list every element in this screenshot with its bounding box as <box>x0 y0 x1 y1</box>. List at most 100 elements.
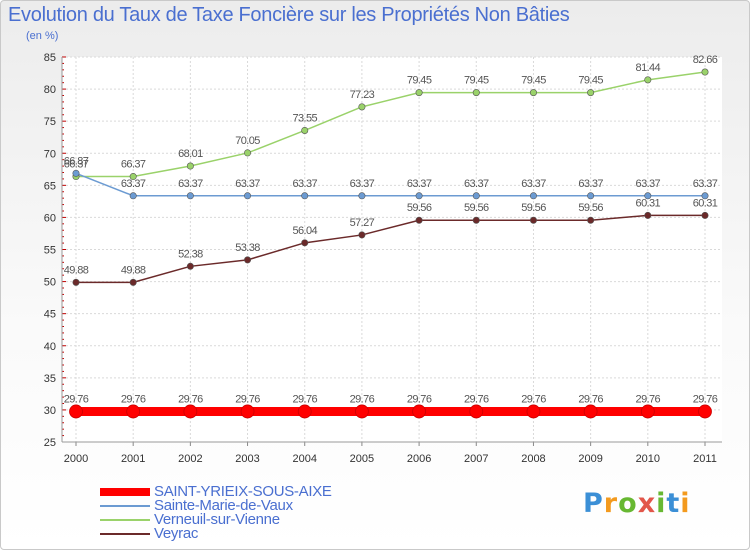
data-label: 29.76 <box>235 393 260 405</box>
axis-layer: 25 30 35 40 45 50 55 60 65 70 75 80 85 2000 2001 2002 20… <box>44 52 722 465</box>
x-tick-label: 2004 <box>292 453 316 465</box>
data-label: 29.76 <box>693 393 718 405</box>
data-label: 57.27 <box>350 217 375 229</box>
data-label: 59.56 <box>407 202 432 214</box>
series-line-3 <box>76 71 706 178</box>
y-tick-label: 80 <box>44 84 56 96</box>
data-label: 63.37 <box>350 178 375 190</box>
data-label: 52.38 <box>178 248 203 260</box>
data-label: 29.76 <box>464 393 489 405</box>
data-point <box>358 231 366 239</box>
data-point <box>186 162 194 170</box>
data-point <box>72 169 80 177</box>
data-label-layer: 66.37 66.37 68.01 70.05 73.55 77.23 79.45 79.45… <box>64 54 719 405</box>
data-point <box>526 404 541 419</box>
data-point <box>240 404 255 419</box>
chart-title: Evolution du Taux de Taxe Foncière sur l… <box>8 4 570 26</box>
data-label: 29.76 <box>578 393 603 405</box>
data-label: 70.05 <box>235 135 260 147</box>
legend-swatch <box>100 533 150 535</box>
data-point <box>355 404 369 419</box>
data-point <box>472 192 480 200</box>
data-label: 49.88 <box>64 264 89 276</box>
legend-label: Veyrac <box>154 525 199 542</box>
data-label: 63.37 <box>121 178 146 190</box>
data-label: 60.31 <box>693 197 718 209</box>
data-point <box>358 103 366 111</box>
series-line-2 <box>75 172 705 197</box>
data-label: 81.44 <box>636 62 661 74</box>
data-label: 53.38 <box>235 242 260 254</box>
data-point <box>529 192 537 200</box>
data-label: 29.76 <box>521 393 546 405</box>
data-label: 73.55 <box>292 112 317 124</box>
y-tick-label: 50 <box>44 277 56 289</box>
data-point <box>529 89 537 97</box>
x-tick-label: 2002 <box>178 453 202 465</box>
y-tick-label: 45 <box>44 309 56 321</box>
y-axis-unit-label: (en %) <box>26 30 59 42</box>
logo-letter: t <box>666 488 681 519</box>
data-label: 29.76 <box>121 393 146 405</box>
proxiti-logo: Proxiti <box>583 488 691 519</box>
data-point <box>415 216 423 224</box>
data-label: 79.45 <box>464 75 489 87</box>
y-tick-label: 30 <box>44 405 56 417</box>
data-label: 63.37 <box>235 178 260 190</box>
legend-label: Sainte-Marie-de-Vaux <box>154 497 293 514</box>
data-point <box>297 404 312 419</box>
data-point <box>644 211 652 219</box>
x-tick-label: 2000 <box>64 453 88 465</box>
data-point <box>529 216 537 224</box>
data-label: 77.23 <box>350 89 375 101</box>
data-label: 29.76 <box>178 393 203 405</box>
data-label: 29.76 <box>636 393 661 405</box>
series-line-4 <box>76 214 705 284</box>
data-point <box>644 192 652 200</box>
y-tick-label: 60 <box>44 212 56 224</box>
data-label: 63.37 <box>178 178 203 190</box>
logo-letter: o <box>618 488 638 519</box>
legend-swatch <box>100 519 150 521</box>
data-point <box>469 404 484 419</box>
data-point <box>301 192 309 200</box>
series-layer <box>69 68 712 419</box>
x-tick-label: 2005 <box>350 453 374 465</box>
data-label: 60.31 <box>636 197 661 209</box>
data-label: 29.76 <box>407 393 432 405</box>
data-label: 29.76 <box>350 393 375 405</box>
x-tick-label: 2003 <box>235 453 259 465</box>
data-point <box>301 126 309 134</box>
data-label: 68.01 <box>178 148 203 160</box>
data-point <box>129 278 137 286</box>
line-chart: 25 30 35 40 45 50 55 60 65 70 75 80 85 2000 2001 2002 20… <box>44 52 722 465</box>
x-tick-label: 2010 <box>636 453 660 465</box>
legend-swatch <box>100 488 150 496</box>
data-point <box>415 192 423 200</box>
data-point <box>244 192 252 200</box>
data-point <box>587 89 595 97</box>
data-label: 63.37 <box>407 178 432 190</box>
y-tick-label: 40 <box>44 341 56 353</box>
data-point <box>186 262 194 270</box>
data-label: 82.66 <box>693 54 718 66</box>
data-label: 63.37 <box>521 178 546 190</box>
data-label: 79.45 <box>407 75 432 87</box>
legend-swatch <box>100 505 150 507</box>
data-point <box>587 192 595 200</box>
data-point <box>698 404 712 419</box>
data-point <box>644 76 652 84</box>
data-label: 66.87 <box>64 155 89 167</box>
data-label: 63.37 <box>292 178 317 190</box>
data-point <box>69 404 83 419</box>
data-point <box>126 404 141 419</box>
data-point <box>301 239 309 247</box>
data-point <box>129 192 137 200</box>
x-tick-label: 2008 <box>521 453 545 465</box>
logo-letter: i <box>680 488 691 519</box>
data-label: 56.04 <box>292 225 317 237</box>
data-point <box>587 216 595 224</box>
x-tick-label: 2006 <box>407 453 431 465</box>
y-tick-label: 75 <box>44 116 56 128</box>
grid-layer <box>62 56 722 443</box>
